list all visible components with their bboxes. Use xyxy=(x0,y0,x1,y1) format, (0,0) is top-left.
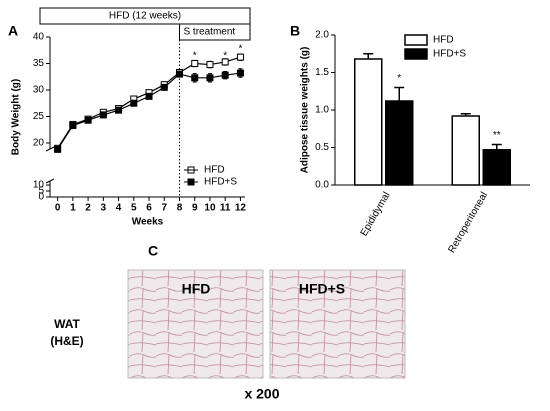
x-tick-label: Epididymal xyxy=(359,190,393,238)
value-label: * xyxy=(397,73,401,84)
marker xyxy=(54,145,62,153)
x-tick-label: 8 xyxy=(177,203,183,214)
marker xyxy=(69,122,77,130)
legend-label: HFD+S xyxy=(204,177,237,188)
marker xyxy=(236,69,244,77)
bar xyxy=(451,115,480,186)
marker xyxy=(99,111,107,119)
magnification: x 200 xyxy=(244,386,279,402)
y-tick-label: 30 xyxy=(33,85,45,96)
panel-label: C xyxy=(148,243,158,259)
y-tick-label: 10 xyxy=(33,180,45,191)
image-title: HFD+S xyxy=(299,281,345,297)
bar xyxy=(385,100,414,186)
x-tick-label: 12 xyxy=(235,203,247,214)
x-tick-label: 6 xyxy=(146,203,152,214)
x-tick-label: 11 xyxy=(220,203,231,214)
marker xyxy=(175,70,183,78)
significance: * xyxy=(238,44,242,55)
y-tick-label: 0.0 xyxy=(315,180,329,191)
y-axis-title: Body Weight (g) xyxy=(11,79,22,155)
marker xyxy=(221,58,229,66)
bar xyxy=(482,149,511,186)
marker xyxy=(221,71,229,79)
y-tick-label: 2.0 xyxy=(315,30,329,41)
y-tick-label: 40 xyxy=(33,32,45,43)
marker xyxy=(160,83,168,91)
value-label: ** xyxy=(493,130,501,141)
x-tick-label: 2 xyxy=(85,203,91,214)
significance: * xyxy=(193,51,197,62)
row-label: (H&E) xyxy=(50,334,83,348)
x-axis-title: Weeks xyxy=(132,217,164,228)
x-tick-label: 0 xyxy=(55,203,61,214)
phase-label: S treatment xyxy=(183,27,235,38)
marker xyxy=(145,92,153,100)
y-tick-label: 1.0 xyxy=(315,105,329,116)
bar xyxy=(354,58,383,186)
legend-label: HFD+S xyxy=(433,49,466,60)
x-tick-label: 9 xyxy=(192,203,198,214)
histology-image xyxy=(127,269,264,379)
legend-swatch xyxy=(404,34,428,46)
row-label: WAT xyxy=(54,317,80,331)
x-tick-label: 3 xyxy=(101,203,107,214)
series-line xyxy=(57,72,241,150)
x-tick-label: 4 xyxy=(116,203,122,214)
x-tick-label: 5 xyxy=(131,203,137,214)
legend-swatch xyxy=(404,48,428,60)
series-line xyxy=(57,56,241,149)
marker xyxy=(206,61,214,69)
y-axis-title: Adipose tissue weights (g) xyxy=(300,47,311,174)
marker xyxy=(191,74,199,82)
image-title: HFD xyxy=(182,281,211,297)
y-tick-label: 0 xyxy=(38,192,44,203)
significance: * xyxy=(223,51,227,62)
axis-break xyxy=(45,178,55,184)
marker xyxy=(130,99,138,107)
banner-box xyxy=(39,7,251,25)
error-bar xyxy=(460,113,471,116)
error-bar xyxy=(491,143,502,150)
histology-image xyxy=(269,269,406,379)
x-tick-label: Retroperitoneal xyxy=(446,190,490,255)
legend-label: HFD xyxy=(433,35,454,46)
marker xyxy=(84,116,92,124)
y-tick-label: 35 xyxy=(33,58,45,69)
y-tick-label: 0.5 xyxy=(315,142,329,153)
y-tick-label: 25 xyxy=(33,111,45,122)
y-tick-label: 5 xyxy=(38,186,44,197)
y-tick-label: 20 xyxy=(33,138,45,149)
error-bar xyxy=(363,53,374,59)
marker xyxy=(115,106,123,114)
y-tick-label: 1.5 xyxy=(315,67,329,78)
panel-label: B xyxy=(290,23,300,39)
marker xyxy=(191,60,199,67)
phase-box xyxy=(178,23,251,41)
x-tick-label: 1 xyxy=(70,203,76,214)
x-tick-label: 10 xyxy=(204,203,216,214)
error-bar xyxy=(394,86,405,101)
x-tick-label: 7 xyxy=(161,203,167,214)
marker xyxy=(236,53,244,61)
axis-break xyxy=(45,146,55,152)
marker xyxy=(206,74,214,82)
legend-label: HFD xyxy=(204,165,225,176)
banner: HFD (12 weeks) xyxy=(109,11,181,22)
panel-label: A xyxy=(8,23,18,39)
